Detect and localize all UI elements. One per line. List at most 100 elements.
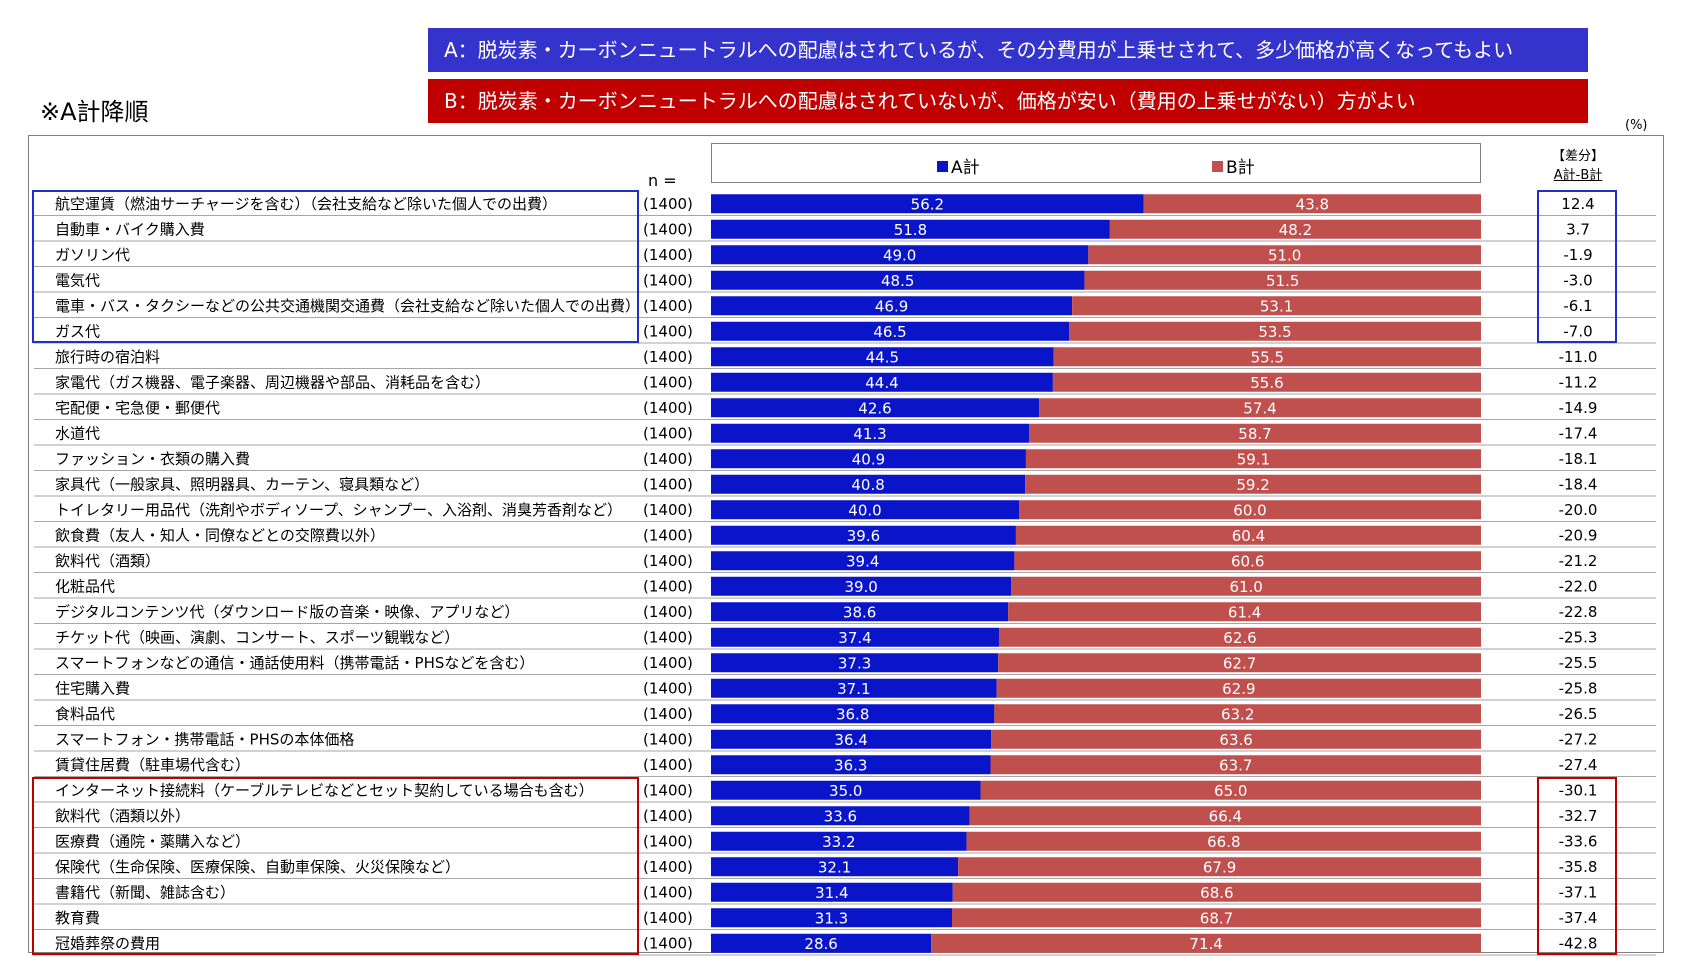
- bar-a: [711, 627, 999, 647]
- bar-a: [711, 270, 1085, 290]
- category-label: ファッション・衣類の購入費: [55, 450, 250, 468]
- diff-value: -42.8: [1559, 934, 1598, 952]
- diff-value: -27.2: [1559, 730, 1598, 748]
- bar-b-label: 62.6: [1223, 629, 1256, 647]
- n-label: (1400): [643, 501, 693, 519]
- bar-b-label: 60.6: [1231, 552, 1264, 570]
- bar-a-label: 51.8: [894, 221, 927, 239]
- bar-a: [711, 780, 981, 800]
- unit-label: (%): [1625, 118, 1648, 133]
- bar-a-label: 37.3: [838, 654, 871, 672]
- diff-value: 3.7: [1566, 220, 1590, 238]
- bar-a: [711, 194, 1144, 214]
- diff-value: -37.1: [1559, 883, 1598, 901]
- diff-value: -22.0: [1559, 577, 1598, 595]
- bar-a: [711, 576, 1012, 596]
- legend: A計 B計: [711, 143, 1481, 183]
- n-label: (1400): [643, 603, 693, 621]
- bar-a-label: 33.6: [824, 807, 857, 825]
- n-label: (1400): [643, 730, 693, 748]
- n-label: (1400): [643, 246, 693, 264]
- bar-b: [1025, 474, 1481, 494]
- n-label: (1400): [643, 909, 693, 927]
- bar-a: [711, 806, 970, 826]
- bar-b-label: 67.9: [1203, 858, 1236, 876]
- category-label: 家具代（一般家具、照明器具、カーテン、寝具類など）: [55, 475, 429, 493]
- bar-a-label: 37.1: [837, 680, 870, 698]
- bar-b: [991, 729, 1481, 749]
- n-label: (1400): [643, 807, 693, 825]
- bar-b: [1069, 321, 1481, 341]
- bar-a: [711, 933, 932, 953]
- bar-a-label: 56.2: [911, 195, 944, 213]
- bar-a-label: 46.9: [875, 297, 908, 315]
- bar-b-label: 53.5: [1258, 323, 1291, 341]
- bar-b: [1011, 576, 1481, 596]
- diff-value: -27.4: [1559, 756, 1598, 774]
- legend-item-a: A計: [937, 153, 980, 178]
- category-label: 化粧品代: [55, 577, 115, 595]
- bar-b: [1039, 398, 1481, 418]
- bar-a: [711, 525, 1016, 545]
- diff-value: -11.0: [1559, 348, 1598, 366]
- diff-value: -22.8: [1559, 603, 1598, 621]
- diff-value: -26.5: [1559, 705, 1598, 723]
- category-label: 医療費（通院・薬購入など）: [55, 832, 250, 850]
- highlight-box-diff: [1537, 776, 1617, 955]
- n-label: (1400): [643, 450, 693, 468]
- bar-a: [711, 449, 1026, 469]
- diff-value: -25.5: [1559, 654, 1598, 672]
- category-label: 電気代: [55, 271, 100, 289]
- bar-b-label: 66.8: [1207, 833, 1240, 851]
- n-label: (1400): [643, 577, 693, 595]
- bar-b-label: 60.4: [1232, 527, 1265, 545]
- diff-value: -17.4: [1559, 424, 1598, 442]
- n-label: (1400): [643, 399, 693, 417]
- option-a-banner: A：脱炭素・カーボンニュートラルへの配慮はされているが、その分費用が上乗せされて…: [428, 28, 1588, 72]
- bar-b: [952, 908, 1481, 928]
- bar-b-label: 65.0: [1214, 782, 1247, 800]
- bar-a-label: 39.0: [844, 578, 877, 596]
- diff-header-formula: A計-B計: [1553, 168, 1603, 183]
- legend-label-a: A計: [951, 158, 980, 178]
- bar-a-label: 39.6: [847, 527, 880, 545]
- bar-b-label: 51.0: [1268, 246, 1301, 264]
- bar-b-label: 66.4: [1209, 807, 1242, 825]
- diff-value: -1.9: [1563, 246, 1592, 264]
- highlight-box-labels: [32, 190, 639, 343]
- n-label: (1400): [643, 756, 693, 774]
- bar-b: [1052, 372, 1481, 392]
- bar-a: [711, 882, 953, 902]
- n-label: (1400): [643, 934, 693, 952]
- bar-b: [1008, 602, 1481, 622]
- category-label: 旅行時の宿泊料: [55, 348, 160, 366]
- bar-a: [711, 474, 1026, 494]
- bar-b-label: 61.4: [1228, 603, 1261, 621]
- category-label: 食料品代: [55, 705, 115, 723]
- bar-b: [990, 755, 1481, 775]
- bar-a: [711, 908, 953, 928]
- bar-b: [998, 627, 1481, 647]
- diff-value: -25.3: [1559, 628, 1598, 646]
- bar-b: [958, 857, 1481, 877]
- diff-value: -30.1: [1559, 781, 1598, 799]
- diff-value: -20.0: [1559, 501, 1598, 519]
- bar-a: [711, 551, 1015, 571]
- bar-b-label: 63.7: [1219, 756, 1252, 774]
- category-label: ガソリン代: [55, 246, 130, 264]
- bar-a-label: 40.8: [851, 476, 884, 494]
- bar-b: [969, 806, 1481, 826]
- n-label: (1400): [643, 271, 693, 289]
- bar-b: [996, 678, 1481, 698]
- diff-value: -14.9: [1559, 399, 1598, 417]
- n-label: (1400): [643, 195, 693, 213]
- diff-value: -20.9: [1559, 526, 1598, 544]
- bar-b-label: 48.2: [1279, 221, 1312, 239]
- diff-value: -3.0: [1563, 271, 1592, 289]
- diff-value: -35.8: [1559, 858, 1598, 876]
- highlight-box-labels: [32, 776, 639, 955]
- category-label: 飲食費（友人・知人・同僚などとの交際費以外）: [55, 526, 385, 544]
- bar-b: [1109, 219, 1481, 239]
- bar-b-label: 51.5: [1266, 272, 1299, 290]
- bar-a: [711, 831, 967, 851]
